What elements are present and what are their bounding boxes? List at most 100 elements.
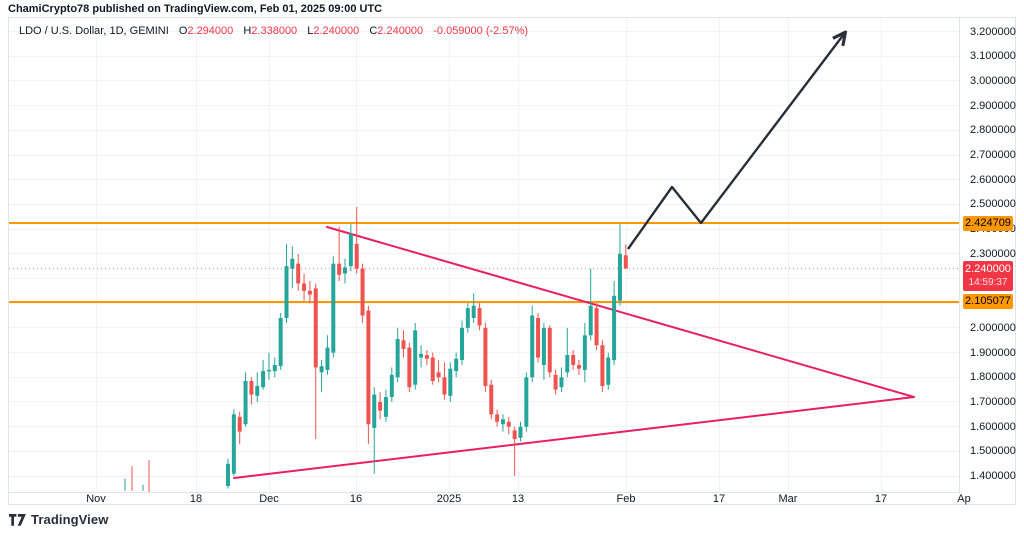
candle <box>454 358 459 372</box>
time-tick-label: 17 <box>874 493 888 505</box>
candle <box>623 255 628 269</box>
projection-arrow[interactable] <box>627 34 844 250</box>
candle <box>518 426 523 438</box>
candle <box>419 353 424 358</box>
price-level-badge: 2.105077 <box>963 294 1013 310</box>
candle <box>617 253 622 301</box>
candle <box>313 288 318 368</box>
candle <box>401 340 406 349</box>
price-tick-label: 2.300000 <box>970 247 1016 260</box>
candle <box>261 371 266 388</box>
candle <box>571 355 576 365</box>
price-axis[interactable]: 3.200000 3.100000 3.000000 2.900000 2.800000… <box>960 18 1016 492</box>
candle <box>296 263 301 284</box>
time-axis[interactable]: Nov 18 Dec 16 2025 13 Feb 17 Mar 17 Ap <box>9 493 1015 505</box>
candle <box>366 310 371 425</box>
candle <box>302 283 307 291</box>
candle <box>524 377 529 427</box>
candle <box>512 430 517 440</box>
candle <box>594 308 599 346</box>
time-tick-label: 16 <box>349 493 363 505</box>
candle <box>430 357 435 382</box>
price-tick-label: 2.000000 <box>970 321 1016 334</box>
time-tick-label: Feb <box>616 493 636 505</box>
price-level-badge: 2.424709 <box>963 215 1013 231</box>
candle <box>237 416 242 432</box>
triangle-support[interactable] <box>233 396 915 479</box>
candle <box>395 339 400 378</box>
candle <box>436 372 441 378</box>
candle <box>249 381 254 395</box>
price-tick-label: 3.200000 <box>970 25 1016 38</box>
candle <box>442 377 447 395</box>
candle <box>553 374 558 390</box>
candle <box>465 308 470 328</box>
candle <box>559 377 564 388</box>
faded-candle <box>148 460 150 492</box>
time-tick-label: 18 <box>189 493 203 505</box>
candle <box>448 368 453 396</box>
candle <box>331 263 336 353</box>
price-tick-label: 2.600000 <box>970 173 1016 186</box>
candle <box>231 414 236 474</box>
change-value: -0.059000 (-2.57%) <box>433 25 529 37</box>
candle <box>606 357 611 385</box>
candle <box>489 384 494 415</box>
candle <box>278 318 283 367</box>
candle <box>383 397 388 417</box>
candle <box>536 318 541 358</box>
triangle-resistance[interactable] <box>326 226 915 398</box>
candle <box>471 305 476 319</box>
candle <box>547 327 552 373</box>
ohlc-high-value: 2.338000 <box>251 25 298 37</box>
candle <box>582 335 587 370</box>
candle <box>588 305 593 336</box>
candle <box>325 347 330 370</box>
time-tick-label: Mar <box>778 493 798 505</box>
time-tick-label: 17 <box>712 493 726 505</box>
candle <box>319 366 324 373</box>
candle <box>266 369 271 372</box>
candle <box>337 263 342 275</box>
candle <box>307 290 312 295</box>
faded-candle <box>142 484 144 491</box>
candle <box>360 268 365 316</box>
candle <box>612 295 617 361</box>
chart-svg <box>9 18 959 492</box>
price-tick-label: 3.100000 <box>970 50 1016 63</box>
ohlc-close-label: C <box>369 25 378 37</box>
ohlc-close-value: 2.240000 <box>377 25 424 37</box>
candle <box>565 355 570 373</box>
time-tick-label: 13 <box>511 493 525 505</box>
candle <box>424 355 429 359</box>
time-tick-label: Ap <box>957 493 971 505</box>
ohlc-low-label: L <box>307 25 314 37</box>
symbol-title: LDO / U.S. Dollar, 1D, GEMINI <box>19 25 169 37</box>
tradingview-footer[interactable]: TradingView <box>9 512 108 527</box>
candle <box>477 308 482 326</box>
price-tick-label: 1.400000 <box>970 470 1016 483</box>
candle <box>255 385 260 396</box>
candle <box>506 421 511 427</box>
price-tick-label: 2.500000 <box>970 198 1016 211</box>
candle <box>378 401 383 411</box>
price-tick-label: 2.700000 <box>970 149 1016 161</box>
last-price-badge: 2.240000 14:59:37 <box>963 260 1013 291</box>
price-tick-label: 1.800000 <box>970 371 1016 384</box>
candle <box>372 394 377 428</box>
tradingview-logo-icon <box>9 513 26 526</box>
faded-candle <box>124 478 126 491</box>
candle <box>243 381 248 425</box>
candle <box>284 266 289 319</box>
time-tick-label: Nov <box>86 493 106 505</box>
ohlc-high-label: H <box>243 25 252 37</box>
price-tick-label: 1.600000 <box>970 420 1016 433</box>
candle <box>530 315 535 378</box>
candle <box>354 243 359 269</box>
last-price-countdown: 14:59:37 <box>968 276 1008 288</box>
time-tick-label: Dec <box>259 493 279 505</box>
price-tick-label: 2.800000 <box>970 124 1016 137</box>
chart-pane[interactable]: LDO / U.S. Dollar, 1D, GEMINI O2.294000 … <box>9 18 960 493</box>
candle <box>343 267 347 274</box>
ohlc-open-value: 2.294000 <box>187 25 234 37</box>
